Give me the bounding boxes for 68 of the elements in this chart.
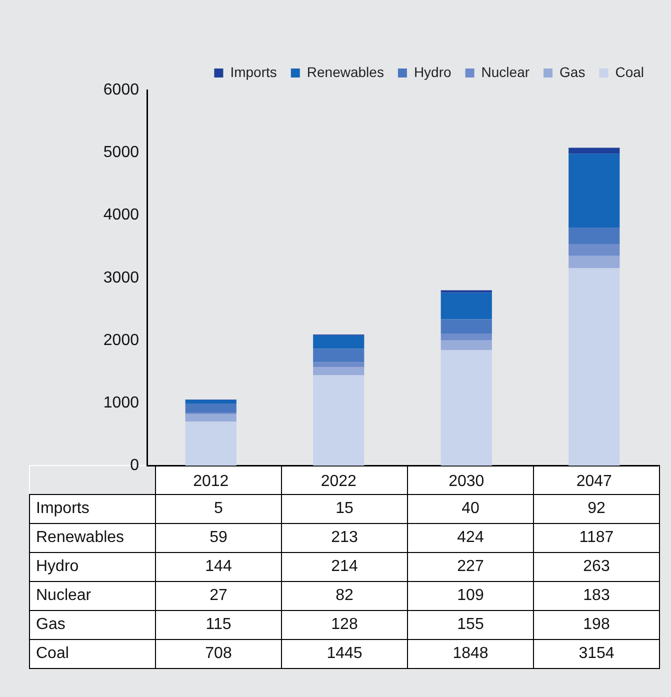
bar: [313, 367, 364, 376]
data-label: 3154: [534, 640, 660, 668]
y-tick-label: 2000: [103, 332, 140, 349]
bar: [568, 148, 620, 154]
bar: [440, 334, 492, 340]
data-label: 183: [534, 582, 660, 610]
x-tick-label: 2030: [448, 472, 484, 490]
data-label: 109: [408, 582, 534, 610]
y-tick-label: 3000: [103, 269, 140, 286]
legend-label: Nuclear: [481, 64, 530, 80]
text: Hydro: [36, 558, 79, 575]
legend-label: Coal: [615, 64, 644, 80]
bar: [313, 362, 364, 368]
y-tick-label: 6000: [103, 81, 140, 98]
data-label: 40: [408, 494, 534, 524]
legend-label: Imports: [230, 64, 277, 80]
bar: [568, 228, 620, 244]
data-label: 5: [156, 494, 282, 524]
bar: [440, 319, 492, 334]
bar: [440, 292, 492, 320]
data-label: 155: [408, 610, 534, 640]
data-label: 128: [282, 610, 408, 640]
data-label: 198: [534, 610, 660, 640]
bar: [185, 400, 236, 404]
data-label: 263: [534, 552, 660, 582]
bar: [568, 268, 620, 466]
text: Coal: [36, 645, 69, 662]
data-label: 82: [282, 582, 408, 610]
data-label: 1187: [534, 524, 660, 552]
data-label: 144: [156, 552, 282, 582]
bar: [568, 154, 620, 228]
x-tick-label: 2047: [576, 472, 612, 490]
bar: [313, 348, 364, 362]
data-label: 92: [534, 494, 660, 524]
bar: [440, 290, 492, 293]
x-tick-label: 2022: [320, 472, 357, 490]
y-tick-label: 1000: [103, 394, 140, 412]
data-label: 214: [282, 552, 408, 582]
data-label: 1848: [408, 640, 534, 668]
data-label: 15: [282, 494, 408, 524]
data-label: 227: [408, 552, 534, 582]
legend-label: Hydro: [414, 64, 452, 80]
legend-label: Gas: [560, 64, 586, 80]
data-label: 424: [408, 524, 534, 552]
data-label: 27: [156, 582, 282, 610]
bar: [568, 256, 620, 268]
y-tick-label: 4000: [103, 206, 140, 224]
bar: [313, 375, 364, 466]
y-tick-label: 0: [130, 457, 140, 474]
y-tick-label: 5000: [103, 144, 140, 162]
legend-label: Renewables: [306, 64, 384, 80]
bar: [440, 340, 492, 350]
text: Gas: [36, 616, 66, 633]
data-label: 1445: [282, 640, 408, 668]
bar: [185, 404, 236, 413]
text: Imports: [36, 500, 90, 517]
bar: [185, 414, 236, 422]
text: Renewables: [36, 529, 124, 546]
bar: [568, 244, 620, 256]
data-label: 213: [282, 524, 408, 552]
bar: [185, 421, 236, 466]
data-label: 59: [156, 524, 282, 552]
text: Nuclear: [36, 587, 92, 604]
data-label: 708: [156, 640, 282, 668]
x-tick-label: 2012: [193, 472, 229, 490]
data-label: 115: [156, 610, 282, 640]
bar: [440, 350, 492, 466]
bar: [313, 335, 364, 349]
